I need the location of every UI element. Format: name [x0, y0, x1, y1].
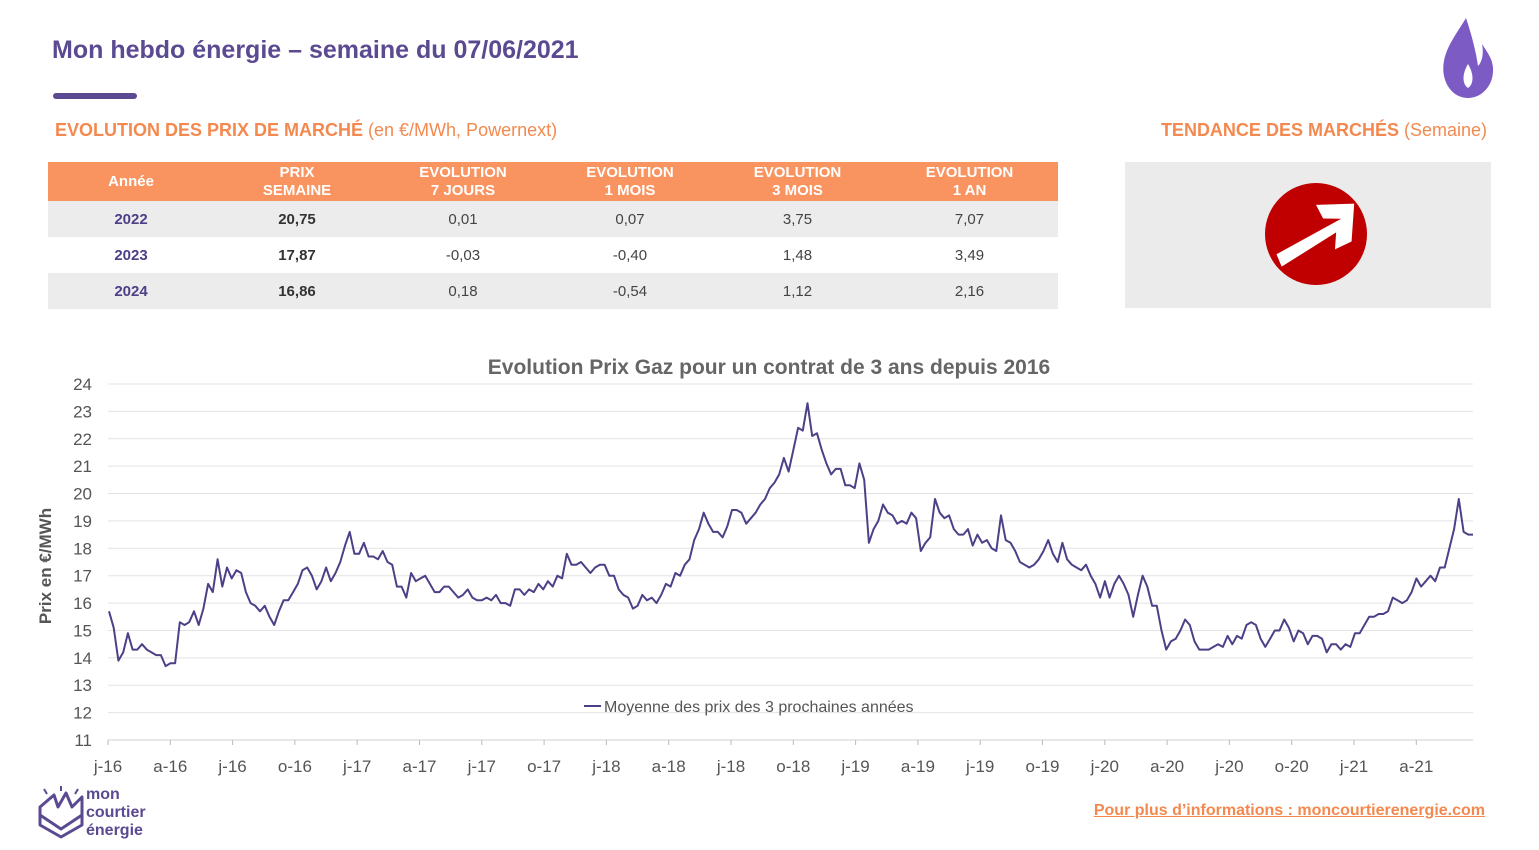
footer-website-link[interactable]: Pour plus d’informations : moncourtieren… — [1093, 802, 1485, 819]
y-tick-label: 17 — [73, 567, 92, 586]
trend-section-title-rest: (Semaine) — [1398, 120, 1487, 140]
x-tick-label: j-18 — [591, 757, 620, 776]
y-tick-label: 12 — [73, 704, 92, 723]
table-cell-d7: -0,03 — [445, 246, 481, 264]
table-header-row: Année PRIX SEMAINE EVOLUTION 7 JOURS EVOLUT… — [48, 162, 1058, 201]
x-tick-label: j-18 — [716, 757, 745, 776]
x-tick-label: o-19 — [1025, 757, 1059, 776]
page-title: Mon hebdo énergie – semaine du 07/06/202… — [52, 36, 579, 64]
column-header: EVOLUTION 3 MOIS — [714, 162, 881, 201]
table-row: 2024 16,86 0,18 -0,54 1,12 2,16 — [48, 273, 1058, 309]
table-cell-d1m: -0,54 — [546, 273, 714, 309]
mon-courtier-energie-logo-icon — [38, 786, 84, 839]
logo-line-3: énergie — [86, 822, 143, 839]
market-section-title-rest: (en €/MWh, Powernext) — [363, 120, 558, 140]
table-cell-d3m: 1,48 — [782, 246, 813, 264]
table-cell-year: 2023 — [114, 246, 148, 264]
x-tick-label: a-20 — [1150, 757, 1184, 776]
table-row: 2022 20,75 0,01 0,07 3,75 7,07 — [48, 201, 1058, 237]
y-tick-label: 19 — [73, 512, 92, 531]
trend-section-title-bold: TENDANCE DES MARCHÉS — [1160, 120, 1399, 140]
market-section-title-bold: EVOLUTION DES PRIX DE MARCHÉ — [55, 120, 364, 140]
logo-line-1: mon — [86, 786, 120, 803]
market-section-title: EVOLUTION DES PRIX DE MARCHÉ (en €/MWh, … — [55, 120, 557, 141]
y-tick-label: 16 — [73, 594, 92, 613]
x-tick-label: a-19 — [901, 757, 935, 776]
column-header: EVOLUTION 1 MOIS — [546, 162, 714, 201]
x-tick-label: j-20 — [1090, 757, 1119, 776]
table-cell-price: 16,86 — [214, 273, 380, 309]
table-cell-d1m: 0,07 — [546, 201, 714, 237]
x-tick-label: j-19 — [840, 757, 869, 776]
x-tick-label: a-17 — [402, 757, 436, 776]
x-tick-label: o-17 — [527, 757, 561, 776]
column-header: PRIX SEMAINE — [214, 162, 380, 201]
logo-wordmark: mon courtier énergie — [86, 786, 146, 840]
flame-icon — [1443, 18, 1494, 98]
legend-label: Moyenne des prix des 3 prochaines années — [604, 699, 914, 716]
chart-title: Evolution Prix Gaz pour un contrat de 3 … — [488, 356, 1050, 379]
table-cell-d7: 0,01 — [380, 201, 546, 237]
series-line — [108, 402, 1473, 668]
y-tick-label: 21 — [73, 457, 92, 476]
table-cell-d7: 0,18 — [380, 273, 546, 309]
title-underline — [53, 93, 137, 99]
gas-price-line-chart: Evolution Prix Gaz pour un contrat de 3 … — [36, 356, 1473, 776]
y-tick-label: 11 — [74, 731, 92, 750]
y-axis-label: Prix en €/MWh — [36, 508, 55, 624]
x-tick-label: a-16 — [153, 757, 187, 776]
trend-section-title: TENDANCE DES MARCHÉS (Semaine) — [1161, 120, 1487, 141]
y-tick-label: 24 — [73, 375, 92, 394]
x-tick-label: j-21 — [1339, 757, 1368, 776]
table-cell-d1y: 7,07 — [881, 201, 1058, 237]
x-tick-label: j-20 — [1214, 757, 1243, 776]
x-tick-label: j-17 — [467, 757, 496, 776]
column-header: EVOLUTION 7 JOURS — [380, 162, 546, 201]
x-tick-label: j-19 — [965, 757, 994, 776]
table-cell-d1y: 3,49 — [954, 246, 985, 264]
column-header: EVOLUTION 1 AN — [881, 162, 1058, 201]
y-tick-label: 23 — [73, 402, 92, 421]
arrow-up-right-icon — [1265, 183, 1367, 285]
x-tick-label: j-16 — [217, 757, 246, 776]
x-tick-label: a-18 — [652, 757, 686, 776]
y-tick-label: 18 — [73, 539, 92, 558]
y-tick-label: 20 — [73, 485, 92, 504]
table-cell-d1y: 2,16 — [881, 273, 1058, 309]
table-cell-year: 2024 — [48, 273, 214, 309]
y-tick-label: 13 — [73, 676, 92, 695]
table-cell-price: 20,75 — [214, 201, 380, 237]
logo-line-2: courtier — [86, 804, 146, 821]
x-tick-label: j-17 — [342, 757, 371, 776]
table-cell-price: 17,87 — [278, 246, 316, 264]
table-cell-d3m: 3,75 — [714, 201, 881, 237]
table-cell-d1m: -0,40 — [612, 246, 648, 264]
market-trend-panel — [1125, 162, 1491, 308]
x-tick-label: j-16 — [93, 757, 122, 776]
x-tick-label: o-18 — [776, 757, 810, 776]
x-tick-label: o-16 — [278, 757, 312, 776]
y-tick-label: 15 — [73, 621, 92, 640]
table-row: 2023 17,87 -0,03 -0,40 1,48 3,49 — [48, 237, 1058, 273]
x-tick-label: a-21 — [1399, 757, 1433, 776]
table-cell-d3m: 1,12 — [714, 273, 881, 309]
y-tick-label: 14 — [73, 649, 92, 668]
market-price-table: Année PRIX SEMAINE EVOLUTION 7 JOURS EVOLUT… — [48, 162, 1058, 309]
x-tick-label: o-20 — [1275, 757, 1309, 776]
table-cell-year: 2022 — [48, 201, 214, 237]
column-header: Année — [48, 162, 214, 201]
y-tick-label: 22 — [73, 430, 92, 449]
